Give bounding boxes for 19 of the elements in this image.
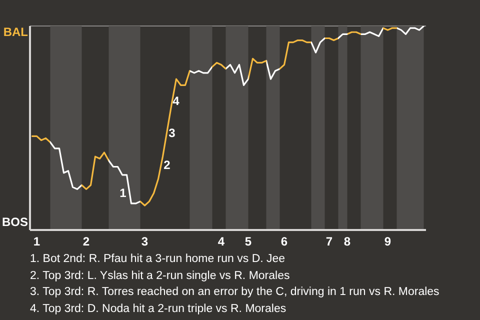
x-tick-label: 4 [218, 234, 225, 249]
x-tick-label: 5 [244, 234, 252, 249]
x-tick-label: 3 [141, 234, 148, 249]
text: 3. Top 3rd: R. Torres reached on an error by the C, driving in 1 run vs R. Morales [30, 285, 440, 300]
annotation: 3 [168, 126, 176, 140]
annotation: 1 [118, 186, 128, 200]
x-tick-label: 6 [280, 234, 288, 249]
annotation: 4 [172, 94, 180, 108]
text: BAL [2, 25, 28, 39]
x-tick-label: 9 [384, 234, 392, 249]
x-tick-label: 7 [326, 234, 333, 249]
x-tick-label: 8 [344, 234, 351, 249]
text: 1. Bot 2nd: R. Pfau hit a 3-run home run vs D. Jee [30, 252, 286, 267]
text: 2. Top 3rd: L. Yslas hit a 2-run single vs R. Morales [30, 268, 291, 284]
x-tick-label: 2 [82, 234, 90, 249]
x-tick-label: 1 [33, 234, 40, 249]
annotation: 2 [162, 158, 172, 172]
text: BOS [0, 215, 28, 229]
text: 4. Top 3rd: D. Noda hit a 2-run triple vs R. Morales [30, 302, 288, 316]
